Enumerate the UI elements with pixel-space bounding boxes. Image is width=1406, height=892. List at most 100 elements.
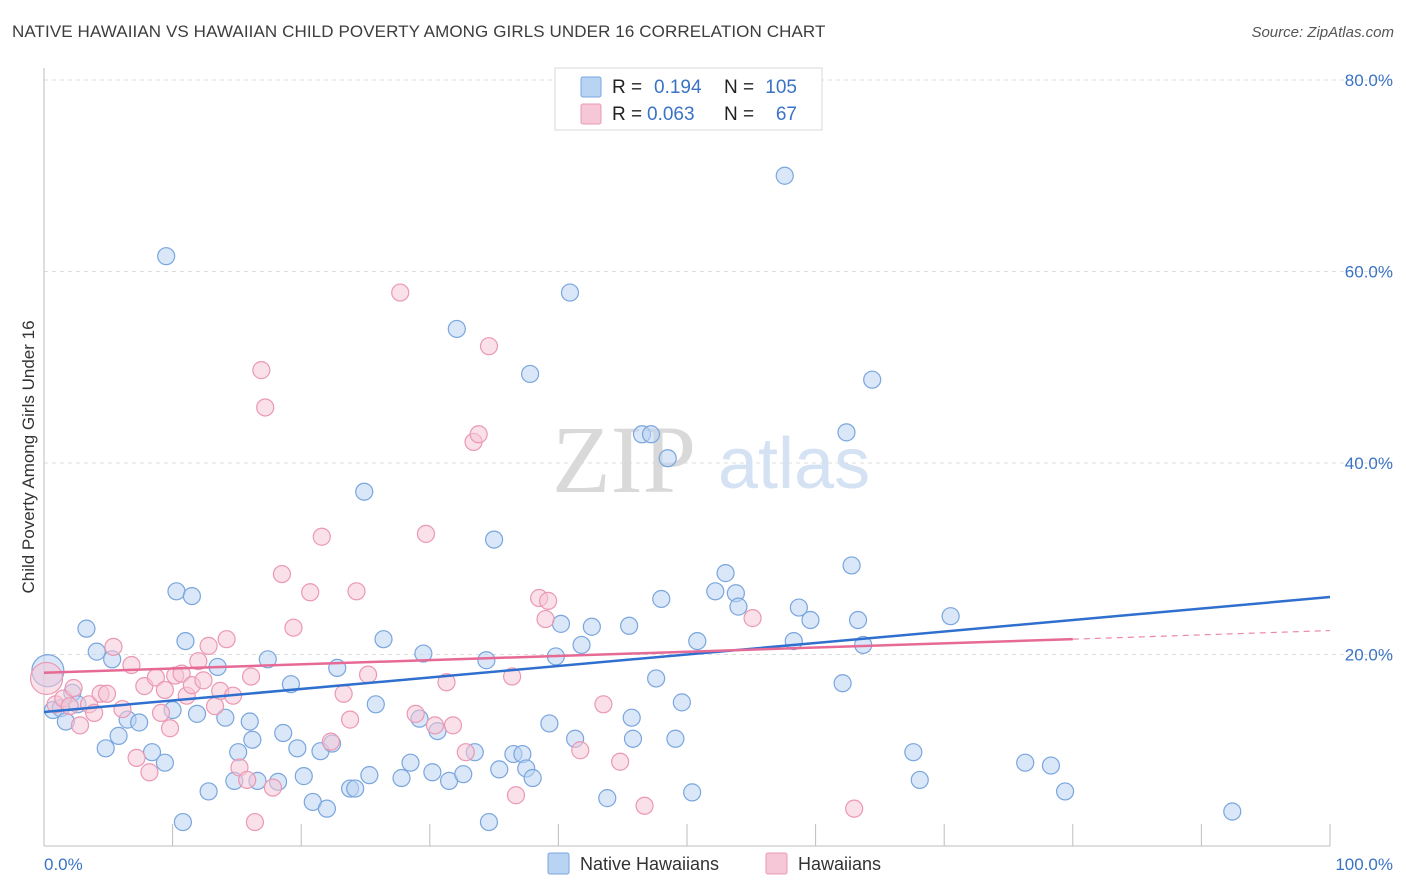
trend-line-hawaiians-extension [1072,629,1331,640]
data-point-native-hawaiians [317,799,337,818]
data-point-hawaiians [347,582,366,601]
data-point-native-hawaiians [842,556,861,575]
data-point-native-hawaiians [229,743,248,762]
data-point-native-hawaiians [258,650,277,669]
data-point-native-hawaiians [904,743,923,762]
y-tick-label: 60.0% [1345,263,1393,282]
data-point-hawaiians [743,609,762,628]
data-point-hawaiians [194,671,213,690]
data-point-native-hawaiians [360,766,379,785]
legend-bottom-swatch-blue [547,852,570,875]
legend-swatch-pink [580,103,602,125]
chart-title: NATIVE HAWAIIAN VS HAWAIIAN CHILD POVERT… [12,22,826,41]
data-point-hawaiians [151,703,171,723]
data-point-hawaiians [456,743,475,762]
data-point-native-hawaiians [863,370,882,389]
data-point-hawaiians [469,425,488,444]
data-point-native-hawaiians [288,739,307,758]
data-point-hawaiians [312,527,331,546]
legend-swatch-blue [580,76,602,98]
data-point-native-hawaiians [96,739,115,758]
data-point-hawaiians [443,716,463,735]
data-point-hawaiians [503,667,522,686]
data-point-native-hawaiians [551,614,571,633]
chart-source: Source: ZipAtlas.com [1251,24,1394,41]
axes [43,68,1331,847]
data-point-native-hawaiians [540,714,559,733]
legend-top: R = 0.194 N = 105 R = 0.063 N = 67 [554,67,823,131]
series-hawaiians [29,283,864,832]
data-point-native-hawaiians [130,713,149,732]
watermark: ZIP atlas [552,406,870,513]
data-point-hawaiians [334,684,353,703]
data-point-native-hawaiians [652,589,671,609]
legend-bottom-swatch-pink [765,852,788,875]
data-point-hawaiians [97,684,117,703]
data-point-hawaiians [845,799,864,818]
data-point-native-hawaiians [454,765,473,784]
data-point-hawaiians [241,667,261,686]
data-point-native-hawaiians [401,753,420,772]
data-point-hawaiians [205,697,225,716]
data-point-native-hawaiians [837,423,856,442]
data-point-native-hawaiians [622,708,641,727]
data-point-native-hawaiians [833,674,852,693]
legend-r-value-1: 0.194 [654,77,702,98]
data-point-hawaiians [406,704,425,723]
data-point-hawaiians [252,361,271,380]
data-point-hawaiians [611,752,630,771]
data-point-hawaiians [284,618,303,637]
data-point-hawaiians [104,637,123,656]
legend-bottom-label-2: Hawaiians [798,854,881,874]
data-point-native-hawaiians [716,564,735,583]
data-point-hawaiians [479,337,499,356]
y-tick-label: 80.0% [1345,71,1393,90]
series-native-hawaiians [31,166,1242,832]
data-point-native-hawaiians [243,730,262,749]
data-point-native-hawaiians [848,610,868,630]
data-point-native-hawaiians [176,631,195,651]
data-point-hawaiians [437,673,456,692]
data-point-native-hawaiians [479,812,499,832]
trend-line-native-hawaiians [43,595,1331,714]
data-point-hawaiians [321,732,340,751]
y-tick-label: 20.0% [1345,646,1393,665]
data-point-native-hawaiians [77,619,96,638]
data-point-native-hawaiians [801,610,820,630]
legend-n-label-2: N = [724,104,754,125]
data-point-hawaiians [189,652,208,671]
data-point-native-hawaiians [521,364,540,384]
data-point-hawaiians [358,665,378,684]
data-point-native-hawaiians [789,598,808,617]
data-point-native-hawaiians [1041,756,1061,775]
data-point-native-hawaiians [240,712,259,731]
data-point-native-hawaiians [666,729,685,748]
data-point-native-hawaiians [641,425,661,444]
data-point-native-hawaiians [355,482,374,501]
data-point-native-hawaiians [775,166,794,185]
data-point-native-hawaiians [199,782,218,801]
legend-r-label-2: R = [612,104,642,125]
y-tick-label: 40.0% [1345,454,1393,473]
data-point-hawaiians [160,719,180,738]
data-point-hawaiians [594,695,613,714]
data-point-hawaiians [263,778,283,797]
data-point-hawaiians [256,398,275,417]
data-point-hawaiians [217,630,236,649]
data-point-hawaiians [245,812,265,832]
data-point-hawaiians [571,741,590,760]
data-point-native-hawaiians [366,695,385,714]
data-point-hawaiians [301,583,320,602]
data-point-native-hawaiians [173,812,192,832]
data-point-native-hawaiians [157,247,176,266]
data-point-native-hawaiians [1223,802,1242,821]
trend-lines [43,595,1331,714]
legend-r-label-1: R = [612,77,642,98]
data-point-native-hawaiians [672,693,691,712]
data-point-native-hawaiians [187,704,207,723]
data-point-native-hawaiians [910,770,929,790]
legend-n-value-1: 105 [765,77,797,98]
data-point-hawaiians [635,796,654,815]
data-point-native-hawaiians [87,642,106,661]
